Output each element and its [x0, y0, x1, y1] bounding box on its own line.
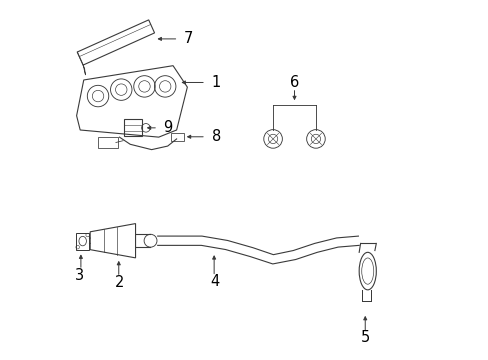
Text: 4: 4	[209, 274, 219, 289]
Text: 9: 9	[163, 120, 172, 135]
Text: 3: 3	[75, 268, 84, 283]
Bar	[123, 119, 142, 136]
Text: 5: 5	[360, 330, 369, 345]
Text: 8: 8	[211, 129, 221, 144]
Text: 6: 6	[290, 75, 299, 90]
Text: 7: 7	[183, 31, 193, 46]
Text: 2: 2	[115, 275, 124, 291]
Text: 1: 1	[211, 75, 221, 90]
